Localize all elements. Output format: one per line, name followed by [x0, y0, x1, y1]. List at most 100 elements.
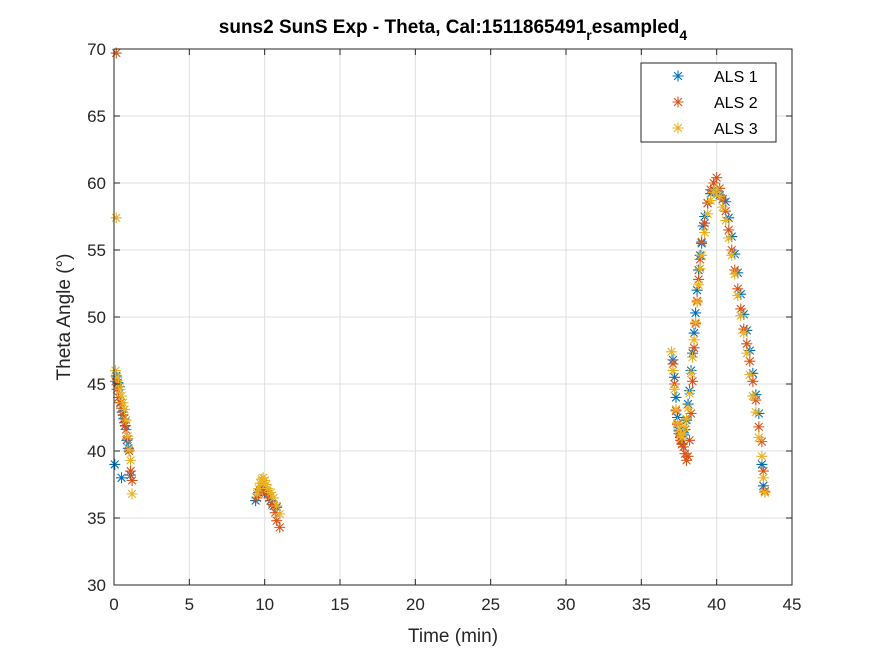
legend-markers — [672, 70, 684, 134]
x-tick-label: 45 — [783, 595, 802, 614]
data-point — [757, 480, 769, 492]
data-point — [671, 417, 683, 429]
data-point — [691, 296, 703, 308]
data-point — [682, 402, 694, 414]
data-point — [688, 327, 700, 339]
data-point — [756, 450, 768, 462]
data-point — [691, 284, 703, 296]
x-tick-label: 0 — [109, 595, 118, 614]
data-point — [738, 327, 750, 339]
data-point — [711, 184, 723, 196]
x-tick-label: 10 — [255, 595, 274, 614]
data-point — [253, 483, 265, 495]
data-point — [125, 465, 137, 477]
data-point — [696, 249, 708, 261]
data-point — [747, 390, 759, 402]
data-point — [685, 407, 697, 419]
data-point — [717, 201, 729, 213]
data-point — [665, 346, 677, 358]
data-point — [126, 474, 138, 486]
data-point — [126, 488, 138, 500]
data-point — [693, 279, 705, 291]
data-point — [119, 403, 131, 415]
data-point — [720, 215, 732, 227]
data-point — [735, 288, 747, 300]
data-point — [732, 283, 744, 295]
data-point — [708, 177, 720, 189]
data-point — [682, 450, 694, 462]
data-point — [711, 172, 723, 184]
data-point — [110, 212, 122, 224]
data-point — [123, 444, 135, 456]
y-tick-label: 45 — [87, 375, 106, 394]
x-tick-label: 15 — [331, 595, 350, 614]
data-point — [118, 413, 130, 425]
x-tick-label: 35 — [632, 595, 651, 614]
data-point — [257, 472, 269, 484]
legend: ALS 1 ALS 2 ALS 3 — [640, 62, 777, 143]
chart-title: suns2 SunS Exp - Theta, Cal:1511865491re… — [219, 17, 688, 43]
data-point — [110, 47, 122, 59]
data-point — [668, 383, 680, 395]
legend-marker-als-1 — [672, 70, 684, 82]
data-point — [271, 500, 283, 512]
data-point — [753, 407, 765, 419]
data-point — [116, 402, 128, 414]
data-point — [702, 208, 714, 220]
x-tick-label: 40 — [707, 595, 726, 614]
data-point — [265, 487, 277, 499]
data-point — [720, 205, 732, 217]
y-axis-label: Theta Angle (°) — [54, 254, 75, 381]
data-point — [125, 454, 137, 466]
legend-marker-als-2 — [672, 96, 684, 108]
x-tick-label: 25 — [481, 595, 500, 614]
data-point — [756, 458, 768, 470]
legend-marker-als-3 — [672, 122, 684, 134]
data-point — [697, 220, 709, 232]
data-point — [757, 465, 769, 477]
data-point — [714, 182, 726, 194]
y-tick-label: 65 — [87, 107, 106, 126]
data-point — [753, 432, 765, 444]
legend-label-als-2: ALS 2 — [714, 95, 758, 112]
data-point — [670, 403, 682, 415]
data-point — [113, 391, 125, 403]
data-point — [694, 263, 706, 275]
data-point — [726, 249, 738, 261]
data-point — [694, 253, 706, 265]
data-point — [705, 194, 717, 206]
data-point — [271, 515, 283, 527]
data-point — [714, 190, 726, 202]
data-point — [735, 310, 747, 322]
data-point — [120, 414, 132, 426]
data-point — [122, 430, 134, 442]
data-point — [675, 429, 687, 441]
data-point — [678, 441, 690, 453]
data-point — [696, 236, 708, 248]
data-point — [250, 495, 262, 507]
data-point — [259, 474, 271, 486]
data-point — [676, 438, 688, 450]
data-point — [732, 290, 744, 302]
data-point — [688, 342, 700, 354]
data-point — [729, 268, 741, 280]
data-point — [684, 387, 696, 399]
data-point — [723, 224, 735, 236]
data-point — [111, 371, 123, 383]
data-point — [116, 390, 128, 402]
data-point — [723, 232, 735, 244]
data-point — [681, 413, 693, 425]
data-point — [266, 499, 278, 511]
data-point — [741, 338, 753, 350]
x-tick-label: 5 — [185, 595, 194, 614]
data-point — [757, 472, 769, 484]
data-point — [690, 307, 702, 319]
data-point — [699, 227, 711, 239]
data-point — [699, 217, 711, 229]
data-point — [726, 231, 738, 243]
legend-box — [640, 62, 777, 143]
data-point — [687, 375, 699, 387]
data-point — [254, 477, 266, 489]
data-point — [747, 367, 759, 379]
data-point — [685, 367, 697, 379]
